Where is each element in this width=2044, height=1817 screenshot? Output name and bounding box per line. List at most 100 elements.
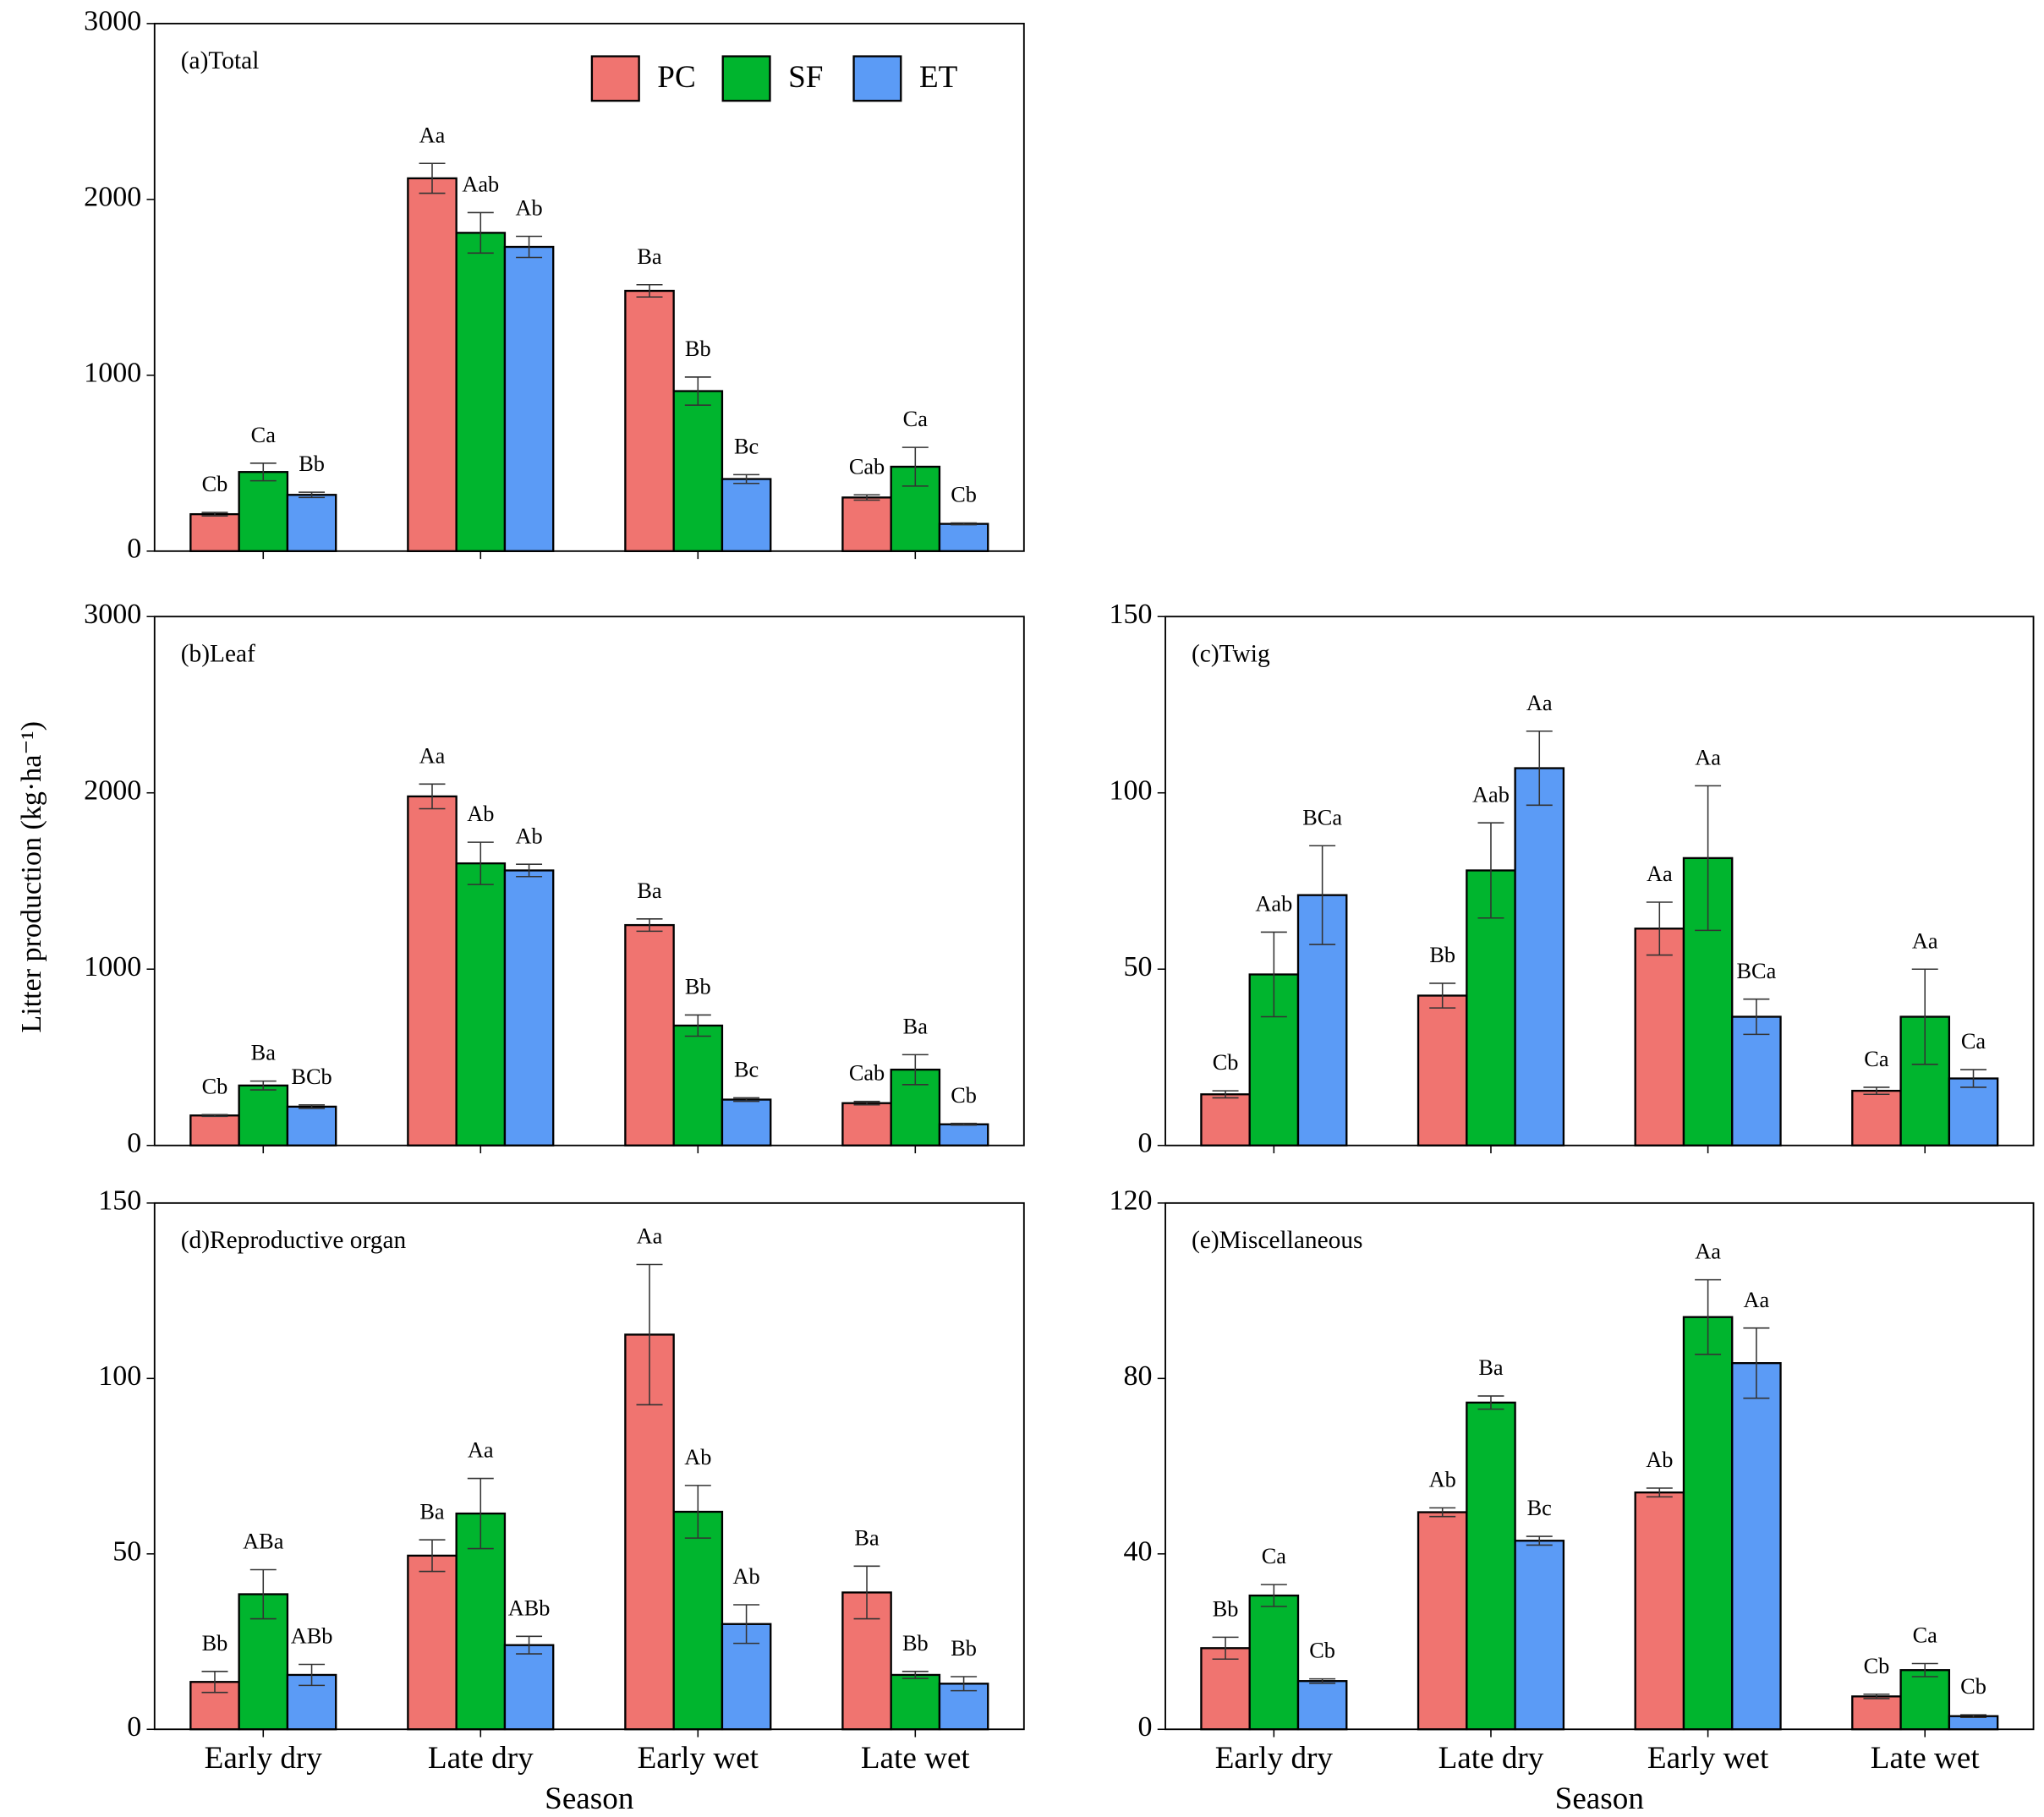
bar: [624, 289, 675, 552]
error-bar: [901, 1671, 929, 1679]
bar: [1514, 767, 1565, 1147]
chart-title: (e)Miscellaneous: [1192, 1227, 1363, 1254]
plot-frame: [153, 1201, 1025, 1731]
error-bar: [249, 1568, 277, 1620]
significance-label: Cb: [951, 1083, 977, 1108]
legend-label: SF: [788, 60, 823, 95]
significance-label: BCa: [1736, 959, 1776, 983]
significance-label: Cb: [1213, 1050, 1239, 1075]
significance-label: Aab: [462, 172, 499, 197]
bar: [1634, 928, 1685, 1147]
error-bar: [1477, 1395, 1504, 1410]
error-bar: [516, 235, 543, 259]
y-tick-label: 150: [98, 1185, 141, 1217]
error-bar: [1260, 931, 1287, 1018]
bar: [1851, 1695, 1902, 1731]
bar: [1200, 1647, 1251, 1731]
error-bar: [467, 841, 494, 885]
significance-label: Ab: [515, 824, 542, 848]
y-tick-label: 0: [1138, 1711, 1153, 1743]
bar: [672, 390, 724, 552]
legend-swatch: [852, 55, 902, 102]
y-tick-label: 50: [1124, 951, 1153, 982]
significance-label: Aab: [1472, 782, 1510, 807]
error-bar: [1526, 1535, 1553, 1546]
significance-label: Aa: [1912, 928, 1938, 953]
error-bar: [419, 1539, 446, 1573]
error-bar: [1960, 1069, 1987, 1088]
significance-label: Ba: [637, 244, 662, 269]
significance-label: Bb: [299, 452, 325, 476]
x-tick-label: Early wet: [1647, 1741, 1769, 1776]
error-bar: [299, 491, 326, 499]
bar: [286, 1105, 337, 1147]
bar: [938, 1683, 989, 1731]
bar: [1417, 1511, 1468, 1731]
chart-title: (a)Total: [181, 47, 260, 74]
error-bar: [249, 1080, 277, 1091]
significance-label: Aa: [419, 123, 446, 147]
significance-label: Ab: [467, 802, 494, 826]
legend-label: PC: [657, 60, 695, 95]
bar: [189, 1114, 240, 1147]
error-bar: [1863, 1693, 1890, 1699]
y-tick-label: 120: [1109, 1185, 1152, 1217]
x-tick-label: Late wet: [1871, 1741, 1981, 1776]
error-bar: [853, 1100, 880, 1106]
bar: [890, 1673, 941, 1731]
chart-title: (b)Leaf: [181, 640, 255, 667]
bar: [938, 523, 989, 552]
bar: [455, 1512, 507, 1731]
bar: [455, 232, 507, 552]
significance-label: Ba: [903, 1014, 929, 1038]
bar: [1634, 1491, 1685, 1731]
significance-label: Cb: [1309, 1639, 1335, 1663]
significance-label: Aa: [637, 1224, 663, 1249]
error-bar: [1429, 1507, 1456, 1518]
significance-label: Bb: [1213, 1596, 1239, 1621]
bar: [1731, 1015, 1782, 1147]
error-bar: [901, 446, 929, 487]
significance-label: Bb: [685, 337, 711, 361]
significance-label: Ab: [1429, 1467, 1456, 1491]
y-tick-label: 3000: [84, 6, 141, 37]
error-bar: [516, 1635, 543, 1655]
error-bar: [853, 494, 880, 501]
y-tick-label: 150: [1109, 599, 1152, 630]
bar: [841, 496, 892, 552]
significance-label: Cb: [1864, 1654, 1890, 1678]
significance-label: Ba: [251, 1041, 277, 1065]
error-bar: [951, 1676, 978, 1692]
bar: [841, 1102, 892, 1147]
significance-label: Aa: [1647, 862, 1673, 886]
significance-label: Ab: [515, 196, 542, 221]
bar: [1899, 1669, 1951, 1731]
bar: [286, 494, 337, 552]
bar: [503, 1644, 555, 1731]
significance-label: BCa: [1302, 805, 1342, 829]
significance-label: ABb: [291, 1624, 333, 1649]
significance-label: Ca: [1913, 1623, 1938, 1648]
y-tick-label: 0: [127, 1711, 141, 1743]
bar: [672, 1510, 724, 1731]
error-bar: [1429, 982, 1456, 1009]
significance-label: Bc: [734, 434, 759, 458]
error-bar: [636, 918, 663, 933]
plot-frame: [153, 616, 1025, 1147]
error-bar: [1309, 1677, 1336, 1684]
bar: [721, 1098, 772, 1147]
significance-label: Cb: [202, 472, 228, 496]
significance-label: Bb: [1429, 943, 1455, 967]
bar: [1948, 1715, 1999, 1731]
significance-label: Ba: [854, 1525, 880, 1550]
bar: [238, 471, 289, 552]
error-bar: [467, 1477, 494, 1550]
y-tick-label: 0: [1138, 1128, 1153, 1159]
bar: [1948, 1077, 1999, 1147]
significance-label: Ba: [1478, 1355, 1504, 1380]
error-bar: [901, 1054, 929, 1086]
significance-label: ABb: [508, 1595, 551, 1620]
error-bar: [1646, 1487, 1673, 1498]
error-bar: [1695, 785, 1722, 932]
significance-label: Bc: [1527, 1496, 1552, 1520]
